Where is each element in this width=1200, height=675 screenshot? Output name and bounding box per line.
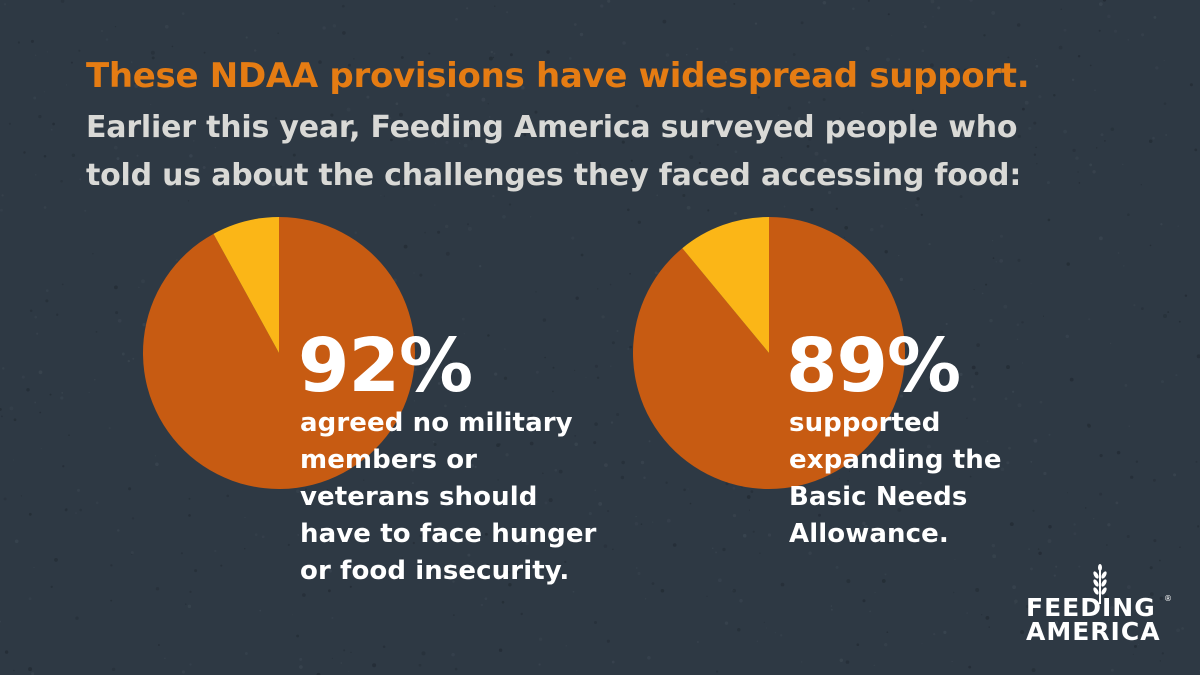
stat-description-line: Basic Needs (789, 482, 968, 512)
pie-slice-supported (632, 217, 905, 489)
logo-text-feeding: FEEDING (1026, 593, 1156, 622)
pie-chart-military (142, 217, 415, 489)
stat-description-line: have to face hunger (300, 519, 597, 549)
subhead-line-2: told us about the challenges they faced … (86, 158, 1022, 193)
stat-value-92: 92% (298, 323, 473, 409)
wheat-icon (1093, 564, 1107, 604)
pie-slice-other (682, 217, 769, 353)
stat-description-line: members or (300, 445, 478, 475)
stat-description-line: expanding the (789, 445, 1002, 475)
stat-description-basic-needs: supported expanding the Basic Needs Allo… (789, 405, 1002, 553)
stat-value-89: 89% (786, 323, 961, 409)
stat-description-line: supported (789, 408, 941, 438)
logo-text-america: AMERICA (1026, 617, 1161, 646)
subhead: Earlier this year, Feeding America surve… (86, 104, 1021, 200)
stat-description-line: veterans should (300, 482, 538, 512)
stat-description-line: Allowance. (789, 519, 949, 549)
pie-slice-other (213, 217, 279, 353)
registered-mark: ® (1164, 594, 1172, 603)
subhead-line-1: Earlier this year, Feeding America surve… (86, 110, 1018, 145)
feeding-america-logo: FEEDING ® AMERICA (1026, 564, 1176, 654)
pie-slice-agreed (142, 217, 415, 489)
headline: These NDAA provisions have widespread su… (86, 56, 1030, 96)
pie-chart-basic-needs (632, 217, 905, 489)
stat-description-line: agreed no military (300, 408, 573, 438)
stat-description-line: or food insecurity. (300, 556, 570, 586)
stat-description-military: agreed no military members or veterans s… (300, 405, 596, 590)
